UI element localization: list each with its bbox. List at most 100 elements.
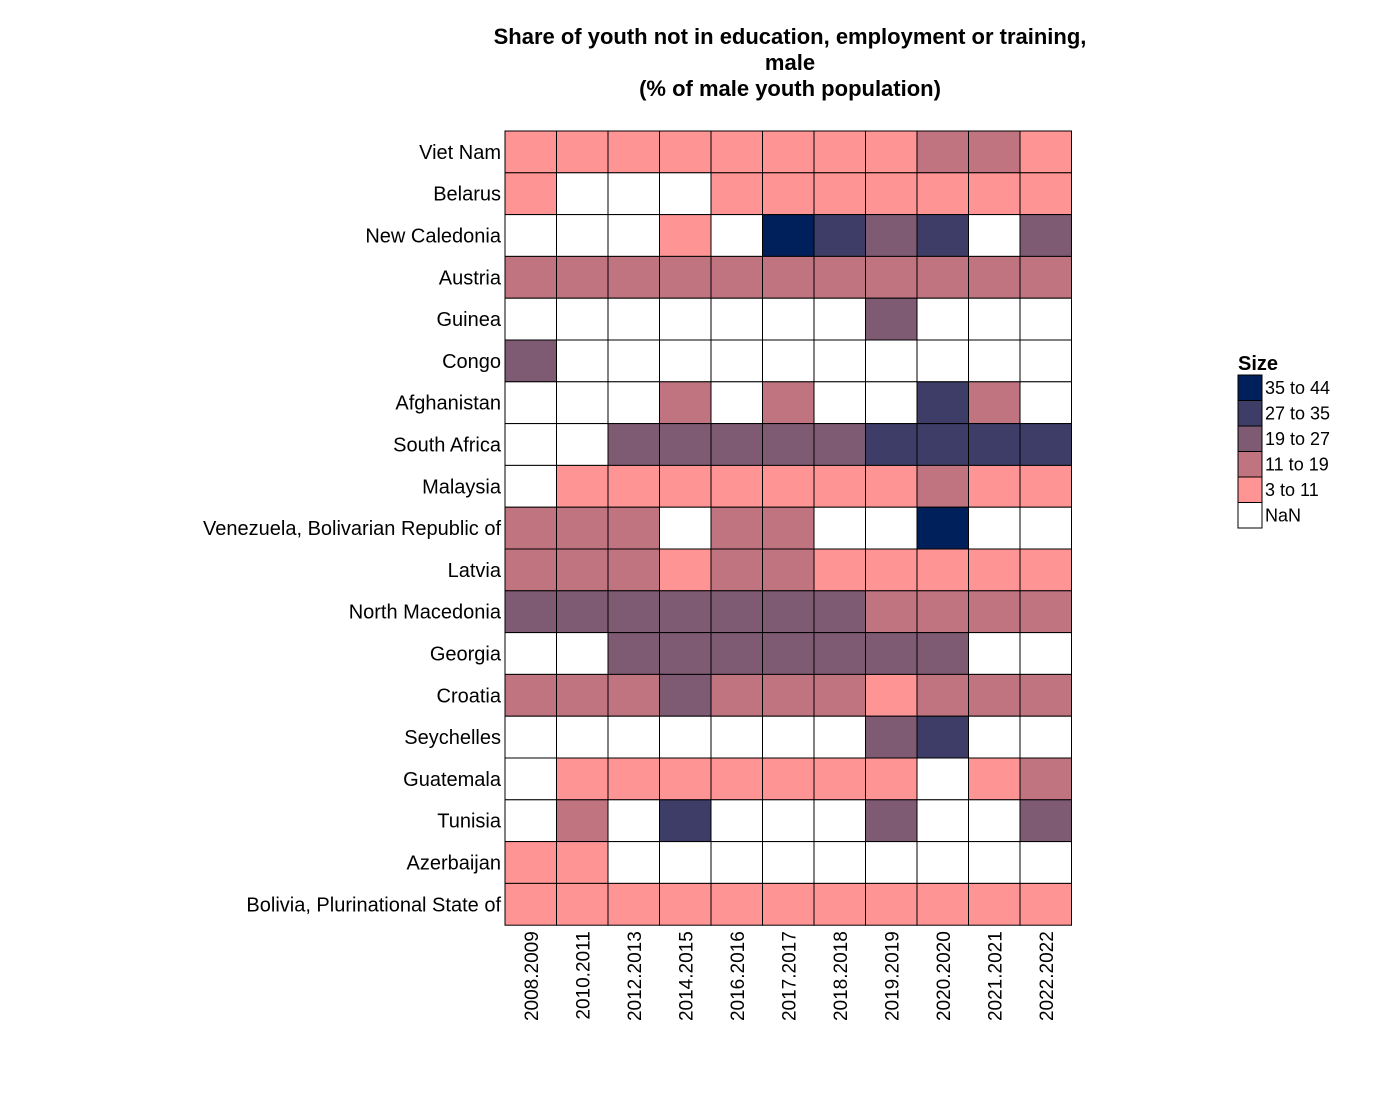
heatmap-cell-afghanistan-2021-2021 (968, 381, 1021, 425)
row-label-tunisia: Tunisia (437, 811, 502, 833)
row-label-venezuela-bolivarian-republic-of: Venezuela, Bolivarian Republic of (203, 518, 501, 540)
heatmap-cell-north-macedonia-2014-2015 (659, 590, 712, 634)
heatmap-cell-latvia-2020-2020 (916, 548, 969, 592)
heatmap-cell-afghanistan-2022-2022 (1019, 381, 1072, 425)
heatmap-cell-afghanistan-2012-2013 (607, 381, 660, 425)
column-label-2020-2020: 2020.2020 (934, 931, 955, 1021)
heatmap-cell-georgia-2008-2009 (504, 632, 557, 675)
heatmap-cell-guatemala-2021-2021 (968, 757, 1021, 801)
heatmap-cell-croatia-2016-2016 (710, 673, 763, 717)
heatmap-cell-belarus-2012-2013 (607, 172, 660, 216)
heatmap-cell-afghanistan-2020-2020 (916, 381, 969, 425)
row-label-latvia: Latvia (448, 560, 502, 582)
heatmap-cell-viet-nam-2020-2020 (916, 130, 969, 174)
heatmap-cell-congo-2018-2018 (813, 339, 866, 383)
column-label-2022-2022: 2022.2022 (1037, 931, 1058, 1021)
heatmap-cell-guinea-2021-2021 (968, 297, 1021, 341)
column-label-2016-2016: 2016.2016 (728, 931, 749, 1021)
heatmap-cell-south-africa-2022-2022 (1019, 423, 1072, 466)
heatmap-cell-seychelles-2008-2009 (504, 715, 557, 759)
heatmap-cell-afghanistan-2019-2019 (865, 381, 918, 425)
heatmap-cell-malaysia-2010-2011 (556, 464, 609, 508)
legend-label-35-to-44: 35 to 44 (1265, 378, 1330, 398)
column-label-2014-2015: 2014.2015 (676, 931, 697, 1021)
row-label-seychelles: Seychelles (404, 727, 501, 749)
chart-title: Share of youth not in education, employm… (494, 24, 1087, 101)
row-label-congo: Congo (442, 351, 501, 373)
heatmap-cell-guinea-2019-2019 (865, 297, 918, 341)
heatmap-cell-bolivia-plurinational-state-of-2008-2009 (504, 882, 557, 926)
heatmap-cell-malaysia-2019-2019 (865, 464, 918, 508)
heatmap-cell-new-caledonia-2018-2018 (813, 214, 866, 257)
heatmap-cell-south-africa-2016-2016 (710, 423, 763, 466)
heatmap-cells (504, 130, 1072, 926)
heatmap-cell-congo-2019-2019 (865, 339, 918, 383)
heatmap-cell-viet-nam-2022-2022 (1019, 130, 1072, 174)
heatmap-cell-austria-2022-2022 (1019, 255, 1072, 299)
column-label-2019-2019: 2019.2019 (882, 931, 903, 1021)
heatmap-cell-guinea-2010-2011 (556, 297, 609, 341)
heatmap-cell-venezuela-bolivarian-republic-of-2014-2015 (659, 506, 712, 550)
row-label-croatia: Croatia (437, 685, 502, 707)
column-label-2008-2009: 2008.2009 (522, 931, 543, 1021)
heatmap-cell-azerbaijan-2022-2022 (1019, 841, 1072, 884)
column-label-2010-2011: 2010.2011 (573, 931, 594, 1019)
heatmap-cell-azerbaijan-2016-2016 (710, 841, 763, 884)
heatmap-cell-south-africa-2020-2020 (916, 423, 969, 466)
heatmap-cell-belarus-2022-2022 (1019, 172, 1072, 216)
heatmap-cell-new-caledonia-2016-2016 (710, 214, 763, 257)
heatmap-cell-azerbaijan-2017-2017 (762, 841, 815, 884)
heatmap-cell-latvia-2008-2009 (504, 548, 557, 592)
heatmap-cell-malaysia-2008-2009 (504, 464, 557, 508)
heatmap-cell-azerbaijan-2021-2021 (968, 841, 1021, 884)
heatmap-cell-azerbaijan-2012-2013 (607, 841, 660, 884)
heatmap-cell-latvia-2014-2015 (659, 548, 712, 592)
heatmap-cell-seychelles-2010-2011 (556, 715, 609, 759)
heatmap-cell-guinea-2014-2015 (659, 297, 712, 341)
heatmap-cell-north-macedonia-2021-2021 (968, 590, 1021, 634)
heatmap-cell-georgia-2012-2013 (607, 632, 660, 675)
heatmap-cell-latvia-2017-2017 (762, 548, 815, 592)
heatmap-cell-austria-2017-2017 (762, 255, 815, 299)
heatmap-cell-south-africa-2008-2009 (504, 423, 557, 466)
heatmap-cell-croatia-2020-2020 (916, 673, 969, 717)
heatmap-cell-congo-2010-2011 (556, 339, 609, 383)
heatmap-cell-croatia-2021-2021 (968, 673, 1021, 717)
heatmap-cell-venezuela-bolivarian-republic-of-2012-2013 (607, 506, 660, 550)
heatmap-cell-austria-2021-2021 (968, 255, 1021, 299)
heatmap-cell-bolivia-plurinational-state-of-2020-2020 (916, 882, 969, 926)
heatmap-cell-belarus-2018-2018 (813, 172, 866, 216)
heatmap-cell-belarus-2014-2015 (659, 172, 712, 216)
heatmap-cell-seychelles-2022-2022 (1019, 715, 1072, 759)
heatmap-cell-croatia-2008-2009 (504, 673, 557, 717)
heatmap-cell-new-caledonia-2021-2021 (968, 214, 1021, 257)
heatmap-cell-azerbaijan-2020-2020 (916, 841, 969, 884)
heatmap-cell-latvia-2018-2018 (813, 548, 866, 592)
heatmap-cell-malaysia-2020-2020 (916, 464, 969, 508)
heatmap-cell-seychelles-2019-2019 (865, 715, 918, 759)
heatmap-cell-viet-nam-2016-2016 (710, 130, 763, 174)
heatmap-cell-belarus-2020-2020 (916, 172, 969, 216)
heatmap-cell-south-africa-2017-2017 (762, 423, 815, 466)
heatmap-cell-venezuela-bolivarian-republic-of-2008-2009 (504, 506, 557, 550)
heatmap-cell-belarus-2010-2011 (556, 172, 609, 216)
heatmap-cell-north-macedonia-2016-2016 (710, 590, 763, 634)
row-label-azerbaijan: Azerbaijan (406, 853, 501, 875)
legend-swatch-27-to-35 (1237, 400, 1263, 427)
heatmap-cell-guatemala-2022-2022 (1019, 757, 1072, 801)
heatmap-cell-new-caledonia-2017-2017 (762, 214, 815, 257)
heatmap-cell-seychelles-2014-2015 (659, 715, 712, 759)
chart-title-line-1: Share of youth not in education, employm… (494, 24, 1087, 49)
legend-swatch-nan (1237, 502, 1263, 529)
heatmap-cell-malaysia-2014-2015 (659, 464, 712, 508)
heatmap-cell-georgia-2017-2017 (762, 632, 815, 675)
heatmap-cell-seychelles-2020-2020 (916, 715, 969, 759)
heatmap-cell-tunisia-2019-2019 (865, 799, 918, 843)
heatmap-cell-belarus-2021-2021 (968, 172, 1021, 216)
heatmap-cell-austria-2010-2011 (556, 255, 609, 299)
heatmap-cell-viet-nam-2010-2011 (556, 130, 609, 174)
heatmap-cell-azerbaijan-2010-2011 (556, 841, 609, 884)
heatmap-cell-bolivia-plurinational-state-of-2019-2019 (865, 882, 918, 926)
heatmap-cell-north-macedonia-2008-2009 (504, 590, 557, 634)
heatmap-cell-malaysia-2012-2013 (607, 464, 660, 508)
